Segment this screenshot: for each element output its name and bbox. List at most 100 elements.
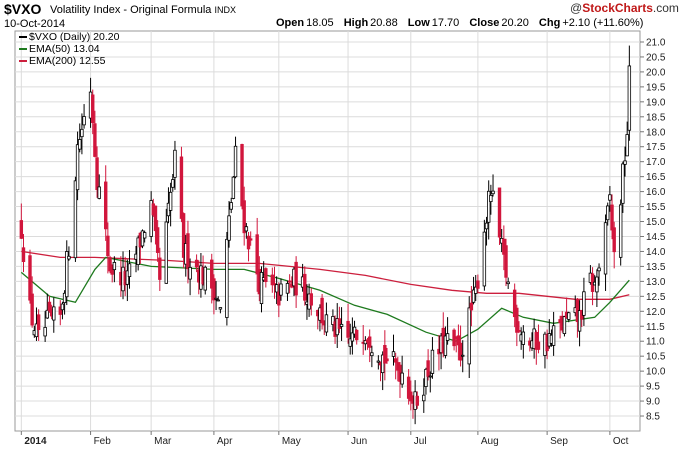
y-tick-label: 15.0 — [646, 217, 666, 228]
low-label: Low — [407, 17, 430, 29]
candle-up — [125, 270, 130, 285]
date-label: 10-Oct-2014 — [4, 18, 66, 30]
candle-up — [45, 309, 49, 319]
candle-up — [461, 354, 465, 357]
candle-down — [108, 257, 112, 272]
candle-down — [210, 259, 214, 289]
candle-down — [28, 255, 32, 301]
candle-up — [551, 325, 556, 346]
candle-down — [240, 144, 244, 207]
candle-down — [385, 358, 389, 362]
legend-ema50: EMA(50) 13.04 — [19, 43, 119, 55]
y-tick-label: 13.5 — [646, 262, 666, 273]
candle-up — [621, 163, 625, 204]
candle-up — [422, 394, 426, 402]
candle-up — [391, 351, 396, 357]
candle-down — [181, 213, 186, 258]
y-tick-label: 18.0 — [646, 127, 666, 138]
candle-up — [171, 179, 175, 188]
candle-down — [19, 220, 24, 239]
candle-up — [203, 266, 207, 291]
candle-up — [484, 222, 489, 230]
stockcharts-logo[interactable]: @StockCharts.com — [570, 1, 679, 15]
candle-up — [279, 283, 283, 296]
candle-up — [562, 316, 567, 334]
candle-down — [246, 235, 251, 250]
x-tick-label: Apr — [217, 436, 233, 447]
candle-up — [380, 354, 385, 374]
candle-up — [80, 128, 84, 138]
candle-up — [216, 299, 220, 302]
symbol-title: $VXO — [4, 1, 42, 17]
candle-up — [348, 338, 352, 347]
y-tick-label: 10.0 — [646, 367, 666, 378]
open-value: 18.05 — [306, 17, 334, 29]
y-tick-label: 16.5 — [646, 172, 666, 183]
x-tick-label: May — [282, 436, 301, 447]
candle-up — [227, 215, 231, 241]
candle-down — [536, 341, 541, 350]
y-tick-label: 19.0 — [646, 97, 666, 108]
y-axis: 8.5 9.0 9.5 10.0 10.5 11.0 11.5 12.0 12.5 13.0 13.… — [640, 37, 666, 423]
candle-up — [331, 316, 335, 325]
y-tick-label: 13.0 — [646, 277, 666, 288]
candle-up — [142, 232, 147, 239]
legend-ema50-label: EMA(50) 13.04 — [29, 43, 100, 55]
x-tick-label: Oct — [613, 436, 629, 447]
y-tick-label: 21.0 — [646, 37, 666, 48]
candle-up — [173, 149, 177, 178]
candle-down — [287, 280, 292, 283]
candle-up — [214, 297, 218, 300]
candle-up — [52, 306, 56, 321]
y-tick-label: 10.5 — [646, 352, 666, 363]
candle-down — [36, 314, 41, 331]
candle-up — [623, 160, 627, 165]
y-tick-label: 14.5 — [646, 232, 666, 243]
candle-up — [259, 272, 264, 305]
candle-up — [424, 368, 428, 387]
candle-down — [337, 318, 342, 329]
candle-up — [627, 65, 632, 131]
y-tick-label: 11.0 — [646, 337, 665, 348]
y-tick-label: 20.0 — [646, 67, 666, 78]
logo-at-icon: @ — [570, 1, 583, 15]
candle-up — [603, 222, 608, 275]
x-tick-label: Jun — [351, 436, 367, 447]
candle-down — [155, 227, 160, 253]
candle-down — [30, 293, 34, 326]
candle-down — [393, 358, 398, 363]
candle-down — [309, 293, 313, 306]
y-tick-label: 12.5 — [646, 292, 666, 303]
x-tick-label: Feb — [94, 436, 112, 447]
y-tick-label: 19.5 — [646, 82, 666, 93]
candle-up — [521, 331, 526, 345]
candle-up — [595, 276, 599, 293]
candle-down — [517, 330, 521, 332]
candle-up — [62, 292, 67, 304]
y-tick-label: 17.5 — [646, 142, 666, 153]
candle-down — [242, 200, 246, 234]
candle-up — [244, 226, 249, 232]
ema50-series — [20, 256, 630, 342]
candle-down — [303, 273, 307, 301]
candle-down — [194, 259, 199, 268]
x-tick-label: Jul — [414, 436, 427, 447]
logo-brand: StockCharts — [582, 1, 653, 15]
candle-down — [104, 181, 108, 230]
candle-up — [489, 194, 493, 202]
symbol-description: Volatility Index - Original Formula INDX — [50, 4, 236, 16]
candle-down — [469, 302, 474, 311]
close-label: Close — [469, 17, 500, 29]
legend-ema200: EMA(200) 12.55 — [19, 55, 119, 67]
candle-up — [274, 284, 279, 293]
high-label: High — [343, 17, 369, 29]
candle-up — [467, 307, 471, 365]
candle-up — [618, 204, 623, 258]
candle-down — [248, 238, 253, 241]
candle-down — [346, 320, 350, 338]
candle-down — [153, 205, 158, 232]
candle-up — [164, 221, 168, 284]
candle-up — [577, 310, 582, 332]
y-tick-label: 17.0 — [646, 157, 666, 168]
candle-down — [383, 345, 387, 364]
